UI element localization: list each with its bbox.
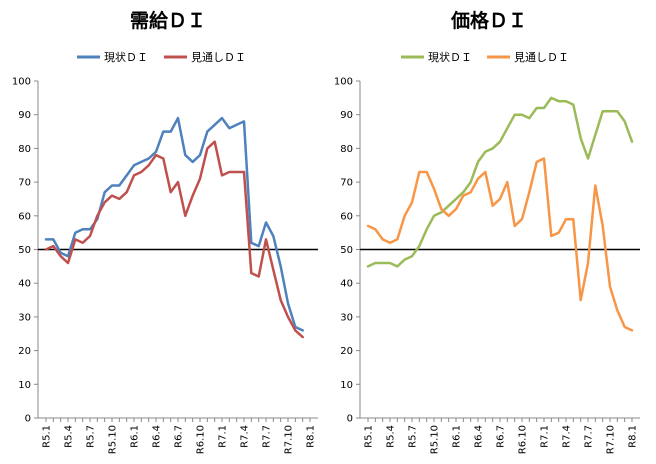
series-line-1	[44, 140, 304, 339]
y-tick-label: 40	[340, 279, 353, 290]
y-tick-label: 80	[18, 144, 31, 155]
x-tick-label: R7.7	[584, 425, 595, 448]
y-tick-label: 90	[18, 110, 31, 121]
x-tick-label: R5.4	[386, 425, 397, 448]
x-tick-label: R5.4	[64, 425, 75, 448]
y-tick-label: 50	[18, 245, 31, 256]
y-tick-label: 50	[340, 245, 353, 256]
x-tick-label: R6.10	[196, 425, 207, 454]
y-tick-label: 20	[340, 346, 353, 357]
x-tick-label: R6.1	[452, 425, 463, 448]
y-tick-label: 90	[340, 110, 353, 121]
x-tick-label: R5.1	[42, 425, 53, 448]
x-tick-label: R7.1	[540, 425, 551, 448]
y-tick-label: 0	[25, 414, 31, 425]
price-chart: 価格ＤＩ 現状ＤＩ 見通しＤＩ 0 10 20 30 40 50 60 70 80 90 100 R5…	[334, 9, 640, 454]
x-tick-label: R7.10	[284, 425, 295, 454]
y-tick-label: 100	[334, 77, 353, 88]
chart-title: 価格ＤＩ	[450, 9, 527, 32]
y-tick-label: 0	[347, 414, 353, 425]
x-tick-label: R7.1	[218, 425, 229, 448]
legend-label-outlook: 見通しＤＩ	[514, 51, 569, 64]
legend: 現状ＤＩ 見通しＤＩ	[401, 50, 569, 64]
axes: 0 10 20 30 40 50 60 70 80 90 100 R5.1 R5.4 R5.7 R5.10 R…	[334, 77, 640, 454]
y-tick-label: 100	[12, 77, 31, 88]
x-tick-label: R8.1	[628, 425, 639, 448]
y-tick-label: 70	[18, 178, 31, 189]
legend: 現状ＤＩ 見通しＤＩ	[77, 50, 246, 64]
x-tick-label: R5.10	[430, 425, 441, 454]
x-tick-label: R6.7	[174, 425, 185, 448]
series-line-0	[44, 116, 304, 332]
x-tick-label: R6.4	[152, 425, 163, 448]
x-tick-label: R6.1	[130, 425, 141, 448]
y-tick-label: 10	[18, 380, 31, 391]
y-tick-label: 40	[18, 279, 31, 290]
x-tick-label: R5.7	[86, 425, 97, 448]
x-tick-label: R7.4	[562, 425, 573, 448]
x-tick-label: R5.7	[408, 425, 419, 448]
series-line-1	[366, 157, 634, 332]
x-tick-label: R7.10	[606, 425, 617, 454]
x-tick-label: R5.10	[108, 425, 119, 454]
y-tick-label: 20	[18, 346, 31, 357]
x-tick-label: R5.1	[364, 425, 375, 448]
supply-demand-chart: 需給ＤＩ 現状ＤＩ 見通しＤＩ 0 10 20 30 40 50 60 70 80 90 100 R5…	[12, 9, 318, 454]
x-tick-label: R6.4	[474, 425, 485, 448]
y-tick-label: 10	[340, 380, 353, 391]
series-lines	[360, 96, 640, 332]
legend-label-current: 現状ＤＩ	[104, 50, 148, 64]
x-tick-label: R6.10	[518, 425, 529, 454]
legend-label-outlook: 見通しＤＩ	[191, 51, 246, 64]
x-tick-label: R7.4	[240, 425, 251, 448]
x-tick-label: R6.7	[496, 425, 507, 448]
y-tick-label: 30	[18, 312, 31, 323]
legend-label-current: 現状ＤＩ	[428, 50, 472, 64]
x-tick-label: R7.7	[262, 425, 273, 448]
y-tick-label: 80	[340, 144, 353, 155]
chart-title: 需給ＤＩ	[130, 9, 206, 32]
x-tick-label: R8.1	[306, 425, 317, 448]
y-tick-label: 60	[18, 211, 31, 222]
y-tick-label: 60	[340, 211, 353, 222]
series-line-0	[366, 96, 634, 268]
axes: 0 10 20 30 40 50 60 70 80 90 100 R5.1 R5.4 R5.7 R5.10 R…	[12, 77, 318, 454]
y-tick-label: 70	[340, 178, 353, 189]
series-lines	[38, 116, 318, 339]
y-tick-label: 30	[340, 312, 353, 323]
